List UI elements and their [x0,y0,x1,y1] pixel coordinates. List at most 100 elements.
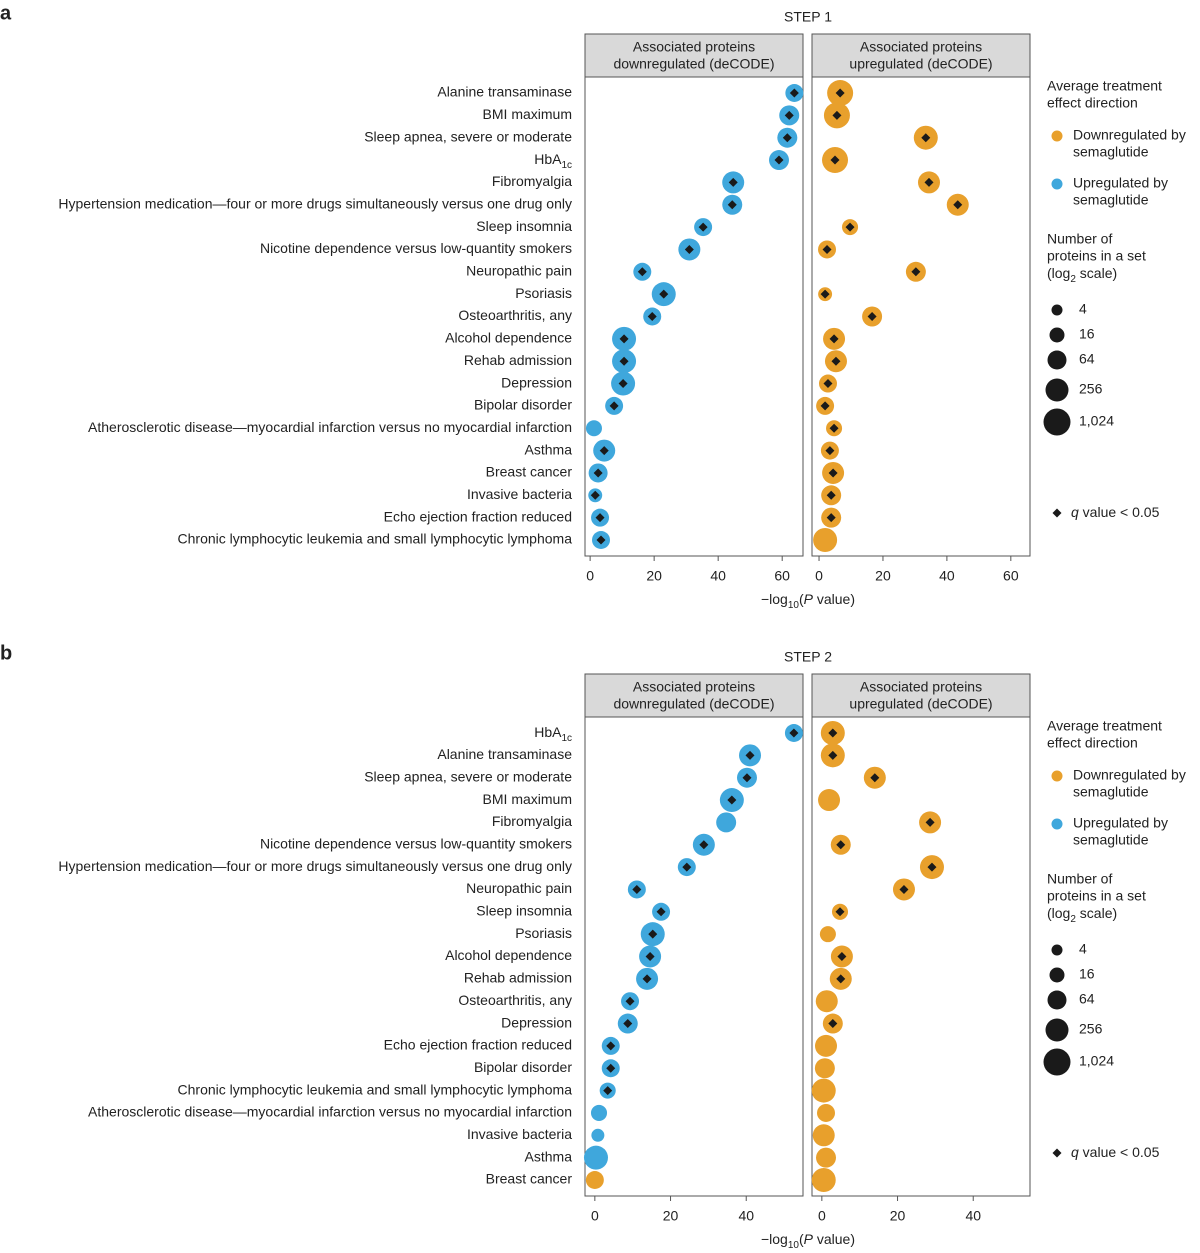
q-diamond [619,334,629,344]
category-label: Osteoarthritis, any [458,307,572,323]
q-diamond [745,750,755,760]
q-diamond [623,1019,633,1029]
text-part: (log [1047,265,1070,281]
legend-swatch [1051,770,1063,782]
q-diamond [925,817,935,827]
panel-label: a [0,2,12,24]
x-tick-label: 40 [710,568,726,584]
q-diamond [826,513,836,523]
text-part: −log [761,591,788,607]
legend-title: effect direction [1047,95,1138,111]
text-part: HbA [534,151,562,167]
q-diamond [728,177,738,187]
legend-label: Downregulated by [1073,767,1186,783]
category-label: Alanine transaminase [437,84,572,100]
category-label: Breast cancer [486,464,573,480]
facet-header [584,33,804,78]
q-diamond [699,840,709,850]
category-label: Neuropathic pain [466,880,572,896]
facet-title: downregulated (deCODE) [613,696,774,712]
size-label: 64 [1079,351,1095,367]
q-diamond [595,513,605,523]
category-label: Atherosclerotic disease—myocardial infar… [88,419,572,435]
dot [813,528,838,552]
q-diamond [632,884,642,894]
size-key [1049,967,1065,983]
subscript: 2 [1070,274,1076,285]
x-tick-label: 0 [591,1208,599,1224]
q-diamond [603,1086,613,1096]
category-label: HbA1c [534,151,572,171]
dot [583,1145,608,1170]
x-axis-label: −log10(P value) [761,1231,855,1248]
x-tick-label: 20 [663,1208,679,1224]
q-diamond [784,110,794,120]
q-diamond [648,929,658,939]
dot [815,1034,838,1057]
q-diamond [774,155,784,165]
subscript: 1c [561,733,572,744]
category-label: Rehab admission [464,970,572,986]
q-diamond [822,244,832,254]
category-label: Nicotine dependence versus low-quantity … [260,240,572,256]
size-key [1045,378,1069,402]
size-key [1047,990,1067,1010]
facet-header [584,673,804,718]
legend-swatch [1051,130,1063,142]
category-label: Echo ejection fraction reduced [384,1037,572,1053]
facet-title: Associated proteins [860,679,982,695]
q-diamond [682,862,692,872]
q-diamond [618,379,628,389]
category-label: Asthma [525,1148,573,1164]
size-label: 1,024 [1079,1053,1114,1069]
category-label: Sleep apnea, severe or moderate [364,128,572,144]
size-label: 4 [1079,301,1087,317]
q-diamond [927,862,937,872]
category-label: Invasive bacteria [467,486,572,502]
size-label: 256 [1079,1021,1103,1037]
text-part: value < 0.05 [1079,1144,1160,1160]
q-diamond [625,996,635,1006]
category-label: Sleep insomnia [476,218,572,234]
x-tick-label: 0 [815,568,823,584]
x-axis-label: −log10(P value) [761,591,855,611]
size-label: 64 [1079,991,1095,1007]
italic-text: P [804,1231,814,1247]
category-label: Chronic lymphocytic leukemia and small l… [178,531,573,547]
dot [815,990,838,1013]
q-diamond [645,952,655,961]
text-part: value) [813,1231,855,1247]
q-diamond [870,773,880,783]
x-tick-label: 60 [1003,568,1019,584]
category-label: Rehab admission [464,352,572,368]
facet-title: Associated proteins [633,679,755,695]
x-tick-label: 40 [939,568,955,584]
category-label: Hypertension medication—four or more dru… [58,858,572,874]
legend-label: semaglutide [1073,832,1149,848]
facet-header [811,673,1031,718]
category-label: Alcohol dependence [445,947,572,963]
legend-label: Downregulated by [1073,127,1186,143]
subscript: 10 [788,1240,800,1248]
q-diamond [789,728,799,738]
category-label: BMI maximum [483,791,572,807]
category-label: Sleep apnea, severe or moderate [364,768,572,784]
q-diamond [836,974,846,984]
legend-label: q value < 0.05 [1071,504,1160,520]
size-key [1043,1048,1071,1076]
dot [811,1168,836,1192]
category-label: Psoriasis [515,925,572,941]
q-diamond [684,244,694,254]
q-diamond [606,1063,616,1073]
size-key [1043,408,1071,436]
italic-text: q [1071,1144,1079,1160]
text-part: (log [1047,905,1070,921]
category-label: Neuropathic pain [466,263,572,279]
legend-label: semaglutide [1073,192,1149,208]
dot [811,1078,836,1103]
category-label: Asthma [525,441,573,457]
text-part: scale) [1076,265,1117,281]
q-diamond [832,110,842,120]
chart-title: STEP 1 [784,9,832,25]
